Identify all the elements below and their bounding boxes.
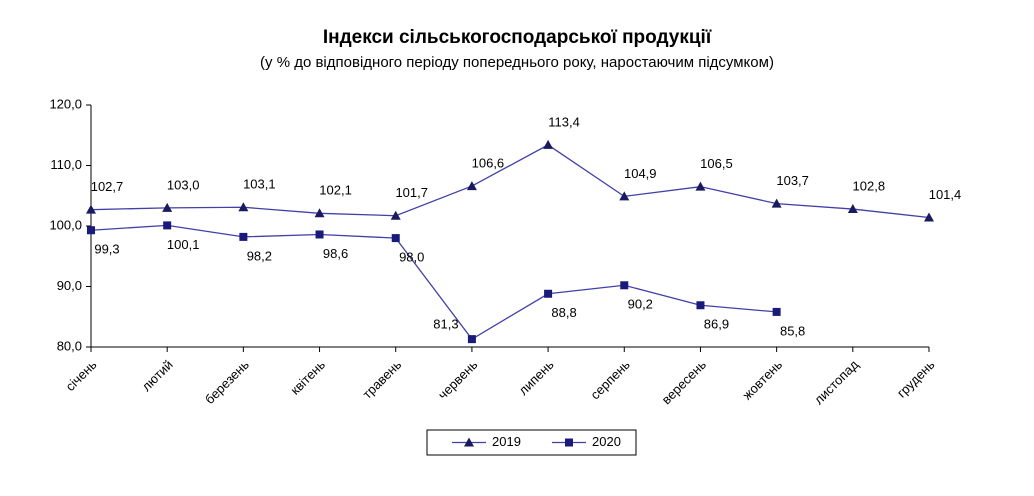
y-tick-label: 120,0 <box>49 96 82 111</box>
data-label: 88,8 <box>551 305 576 320</box>
y-tick-label: 80,0 <box>57 338 82 353</box>
marker <box>924 212 934 222</box>
legend-label: 2020 <box>592 434 621 449</box>
marker <box>315 230 324 239</box>
marker <box>162 202 173 212</box>
marker <box>86 204 96 214</box>
marker <box>467 335 476 344</box>
marker <box>543 139 554 149</box>
marker <box>696 301 705 310</box>
x-tick-label: червень <box>435 357 481 403</box>
x-tick-label: липень <box>516 357 557 398</box>
data-label: 103,1 <box>243 177 276 192</box>
data-label: 90,2 <box>628 297 653 312</box>
legend-label: 2019 <box>492 434 521 449</box>
marker <box>87 226 95 235</box>
x-tick-label: серпень <box>587 357 633 403</box>
data-label: 104,9 <box>624 166 657 181</box>
y-tick-label: 110,0 <box>50 157 82 172</box>
legend-box <box>426 429 637 456</box>
data-label: 103,7 <box>776 173 809 188</box>
marker <box>695 181 706 191</box>
data-label: 100,1 <box>167 237 200 252</box>
data-label: 98,6 <box>323 246 348 261</box>
marker <box>314 208 325 218</box>
data-label: 101,7 <box>395 185 428 200</box>
marker <box>238 202 249 212</box>
data-label: 98,2 <box>247 248 272 263</box>
x-tick-label: лютий <box>139 357 176 394</box>
chart-subtitle: (у % до відповідного періоду попередньог… <box>260 54 774 71</box>
marker <box>771 198 782 208</box>
data-label: 101,4 <box>929 187 962 202</box>
x-tick-label: березень <box>202 357 252 407</box>
data-label: 98,0 <box>399 250 424 265</box>
marker <box>390 210 401 220</box>
marker <box>391 234 400 243</box>
data-label: 102,8 <box>853 178 886 193</box>
marker <box>466 181 477 191</box>
marker <box>772 307 781 316</box>
x-tick-label: грудень <box>894 357 938 401</box>
x-tick-label: травень <box>359 357 404 402</box>
x-tick-label: січень <box>63 357 100 394</box>
marker <box>239 232 248 241</box>
data-label: 103,0 <box>167 177 200 192</box>
data-label: 99,3 <box>94 242 119 257</box>
data-label: 106,5 <box>700 156 733 171</box>
marker <box>620 281 629 290</box>
x-tick-label: жовтень <box>740 357 786 403</box>
y-tick-label: 100,0 <box>49 217 82 232</box>
chart-title: Індекси сільськогосподарської продукції <box>323 27 712 48</box>
data-label: 81,3 <box>433 317 458 332</box>
marker <box>847 204 858 214</box>
x-tick-label: квітень <box>287 357 328 398</box>
marker <box>565 438 573 447</box>
marker <box>619 191 630 201</box>
marker <box>544 289 553 298</box>
y-tick-label: 90,0 <box>57 278 82 293</box>
marker <box>163 221 172 230</box>
data-label: 106,6 <box>472 156 505 171</box>
marker <box>464 437 474 447</box>
data-label: 86,9 <box>704 317 729 332</box>
data-label: 85,8 <box>780 323 805 338</box>
x-tick-label: вересень <box>659 357 709 407</box>
series-line <box>90 224 777 340</box>
data-label: 113,4 <box>548 114 580 129</box>
x-tick-label: листопад <box>811 357 862 408</box>
data-label: 102,7 <box>91 179 124 194</box>
data-label: 102,1 <box>319 183 352 198</box>
series-line <box>90 144 930 219</box>
